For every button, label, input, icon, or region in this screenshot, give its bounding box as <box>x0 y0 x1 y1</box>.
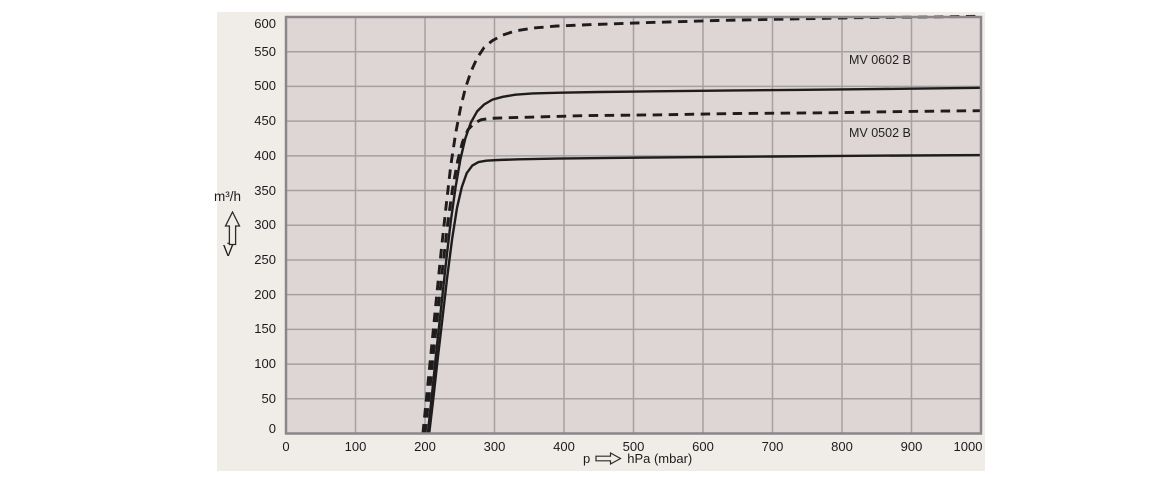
y-tick-label: 450 <box>254 113 276 129</box>
x-tick-label: 400 <box>553 439 575 454</box>
x-tick-label: 700 <box>761 439 784 454</box>
y-tick-label: 400 <box>254 147 276 163</box>
y-tick-label: 0 <box>268 421 276 436</box>
x-tick-label: 0 <box>282 439 290 454</box>
curve-3 <box>428 153 982 434</box>
y-tick-label: 500 <box>254 78 276 94</box>
x-tick-label: 500 <box>622 439 645 454</box>
curve-0 <box>421 14 982 434</box>
y-tick-label: 350 <box>254 182 276 198</box>
y-tick-label: 50 <box>261 390 276 406</box>
plot-border <box>284 15 983 435</box>
series-label-mv0602b: MV 0602 B <box>849 53 911 67</box>
y-tick-label: 250 <box>254 251 276 267</box>
x-tick-label: 100 <box>344 439 367 454</box>
y-tick-label: 600 <box>254 16 276 31</box>
x-axis-symbol: p <box>583 451 591 466</box>
x-axis-unit: hPa (mbar) <box>627 451 693 466</box>
y-tick-label: 300 <box>254 217 276 233</box>
right-arrow-icon <box>595 452 622 465</box>
x-tick-label: 600 <box>692 439 714 454</box>
y-tick-label: 200 <box>254 286 276 302</box>
curve-1 <box>426 86 982 434</box>
y-tick-label: 150 <box>254 321 276 337</box>
x-axis-title: p hPa (mbar) <box>583 451 692 466</box>
x-tick-label: 300 <box>483 439 506 454</box>
y-axis-unit-label: m³/h <box>214 189 241 204</box>
x-tick-label: 800 <box>831 439 853 454</box>
x-tick-label: 1000 <box>953 439 983 454</box>
curve-2 <box>423 109 982 434</box>
y-axis-symbol: V̇ <box>223 243 234 260</box>
x-tick-label: 200 <box>414 439 436 454</box>
series-label-mv0502b: MV 0502 B <box>849 126 911 140</box>
y-tick-label: 100 <box>254 356 276 372</box>
x-tick-label: 900 <box>900 439 923 454</box>
up-arrow-icon <box>224 210 241 251</box>
y-tick-label: 550 <box>254 43 276 59</box>
